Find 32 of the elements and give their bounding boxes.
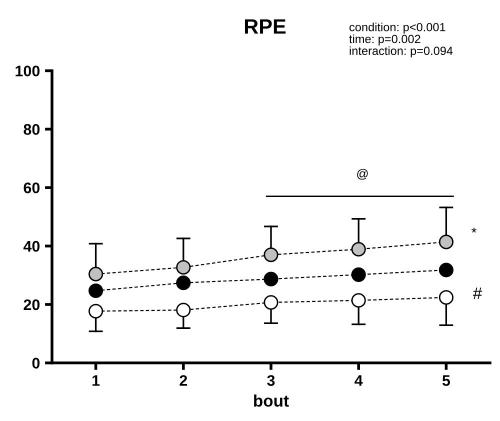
y-tick-label: 100 xyxy=(16,66,40,76)
text: condition: p<0.001 time: p=0.002 interaction: p=0.094 xyxy=(349,22,453,58)
point xyxy=(351,242,366,257)
point xyxy=(438,234,454,250)
x-tick-label: 1 xyxy=(92,375,100,386)
point xyxy=(351,267,366,282)
point xyxy=(438,262,454,278)
y-tick-label: 60 xyxy=(24,182,40,194)
x-tick-label: 5 xyxy=(442,375,450,386)
chart-title: RPE xyxy=(244,19,286,34)
y-tick-label: 80 xyxy=(24,124,40,135)
point xyxy=(264,272,278,286)
annotation: @ xyxy=(357,168,368,180)
annotation: * xyxy=(472,228,476,233)
point xyxy=(176,302,191,318)
x-axis-title: bout xyxy=(254,394,289,407)
point xyxy=(438,290,454,305)
point xyxy=(88,304,104,318)
point xyxy=(264,248,278,262)
x-tick-label: 3 xyxy=(267,375,275,386)
y-tick-label: 40 xyxy=(23,240,40,252)
x-tick-label: 2 xyxy=(180,375,188,386)
annotation: # xyxy=(472,288,482,300)
y-tick-label: 0 xyxy=(32,358,40,369)
point xyxy=(351,293,366,308)
point xyxy=(176,276,191,290)
point xyxy=(88,266,104,282)
point xyxy=(88,283,104,298)
point xyxy=(176,260,191,275)
point xyxy=(264,295,278,310)
y-tick-label: 20 xyxy=(24,299,40,310)
x-tick-label: 4 xyxy=(354,375,363,386)
